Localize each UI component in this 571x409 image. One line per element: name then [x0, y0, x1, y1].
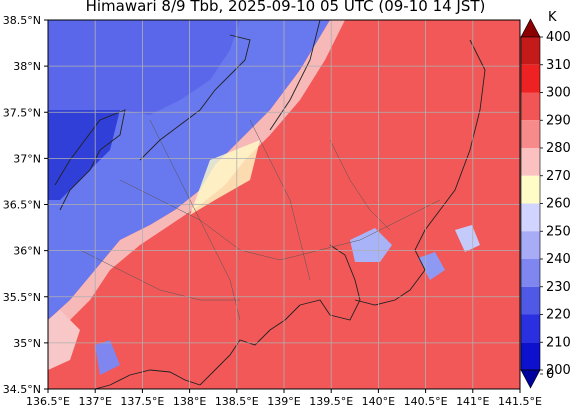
southwest-cold-patch: [95, 340, 120, 375]
y-tick-label: 37.5°N: [3, 106, 41, 119]
colorbar-segment: [521, 231, 540, 259]
x-tick-label: 138.5°E: [215, 395, 259, 408]
colorbar-tick-label: 210: [546, 335, 571, 350]
x-tick-label: 141°E: [456, 395, 489, 408]
coastline-east-pacific: [354, 39, 486, 306]
colorbar-tick-label: 200: [546, 363, 571, 378]
colorbar-segment: [521, 259, 540, 287]
transition-band: [48, 20, 345, 335]
x-tick-label: 141.5°E: [498, 395, 542, 408]
prefecture-borders: [79, 119, 441, 321]
x-tick-label: 140.5°E: [404, 395, 448, 408]
cold-patch-east-1: [350, 228, 392, 262]
x-tick-label: 139.5°E: [309, 395, 353, 408]
colorbar-tick-label: 220: [546, 308, 571, 323]
colorbar-tick-label: 240: [546, 252, 571, 267]
y-tick-label: 34.5°N: [3, 383, 41, 396]
coastline-sado-niigata: [139, 34, 251, 161]
cold-cloud-core: [48, 20, 240, 200]
border-line-4: [329, 139, 391, 231]
colorbar-segment: [521, 342, 540, 370]
colorbar-segment: [521, 92, 540, 121]
coastline-suruga: [94, 369, 201, 389]
y-axis: 38.5°N 38°N 37.5°N 37°N 36.5°N 36°N 35.5°N 35°N…: [3, 14, 48, 396]
y-tick-label: 38°N: [13, 60, 41, 73]
border-line-5: [79, 249, 240, 301]
y-tick-label: 38.5°N: [3, 14, 41, 27]
colorbar-segment: [521, 175, 540, 204]
x-tick-label: 139°E: [267, 395, 300, 408]
y-tick-label: 37°N: [13, 152, 41, 165]
colorbar-extend-min: [520, 369, 541, 389]
x-tick-label: 136.5°E: [26, 395, 70, 408]
x-tick-label: 138°E: [173, 395, 206, 408]
colorbar-segment: [521, 314, 540, 343]
x-tick-label: 137°E: [78, 395, 111, 408]
colorbar-tick-label: 310: [546, 58, 571, 73]
gridlines: [48, 20, 520, 389]
colorbar-tick-label: 270: [546, 169, 571, 184]
colorbar-segment: [521, 286, 540, 315]
colorbar-segment: [521, 64, 540, 93]
x-tick-label: 137.5°E: [120, 395, 164, 408]
colorbar-unit-label: K: [548, 10, 557, 25]
southwest-patch: [48, 310, 80, 370]
y-tick-label: 35°N: [13, 337, 41, 350]
colorbar-tick-label: 0: [546, 367, 554, 382]
coldest-cloud-region: [48, 110, 120, 200]
cold-patch-east-2: [418, 252, 445, 280]
colorbar-segment: [521, 203, 540, 232]
colorbar-tick-label: 280: [546, 141, 571, 156]
colorbar-segment: [521, 120, 540, 148]
colorbar-tick-label: 400: [546, 30, 571, 45]
x-tick-label: 140°E: [362, 395, 395, 408]
coastline-north: [269, 20, 321, 131]
cold-patch-east-3: [455, 225, 480, 252]
colorbar-segment: [521, 148, 540, 176]
y-tick-label: 36.5°N: [3, 199, 41, 212]
y-tick-label: 35.5°N: [3, 291, 41, 304]
colorbar-extend-max: [520, 18, 541, 38]
colorbar-tick-label: 250: [546, 224, 571, 239]
y-tick-label: 36°N: [13, 245, 41, 258]
colorbar-tick-label: 300: [546, 86, 571, 101]
map-title: Himawari 8/9 Tbb, 2025-09-10 05 UTC (09-…: [85, 0, 486, 15]
coastline-tokyo-bay: [299, 244, 361, 321]
border-line-3: [249, 119, 311, 281]
colorbar-tick-label: 230: [546, 280, 571, 295]
coastline-overlay: [54, 20, 486, 389]
border-line-2: [149, 119, 241, 321]
x-axis: 136.5°E 137°E 137.5°E 138°E 138.5°E 139°E 139.…: [26, 389, 542, 408]
colorbar-tick-label: 290: [546, 113, 571, 128]
colorbar-tick-label: 260: [546, 197, 571, 212]
coastline-noto: [54, 109, 126, 211]
colorbar-segment: [521, 37, 540, 65]
